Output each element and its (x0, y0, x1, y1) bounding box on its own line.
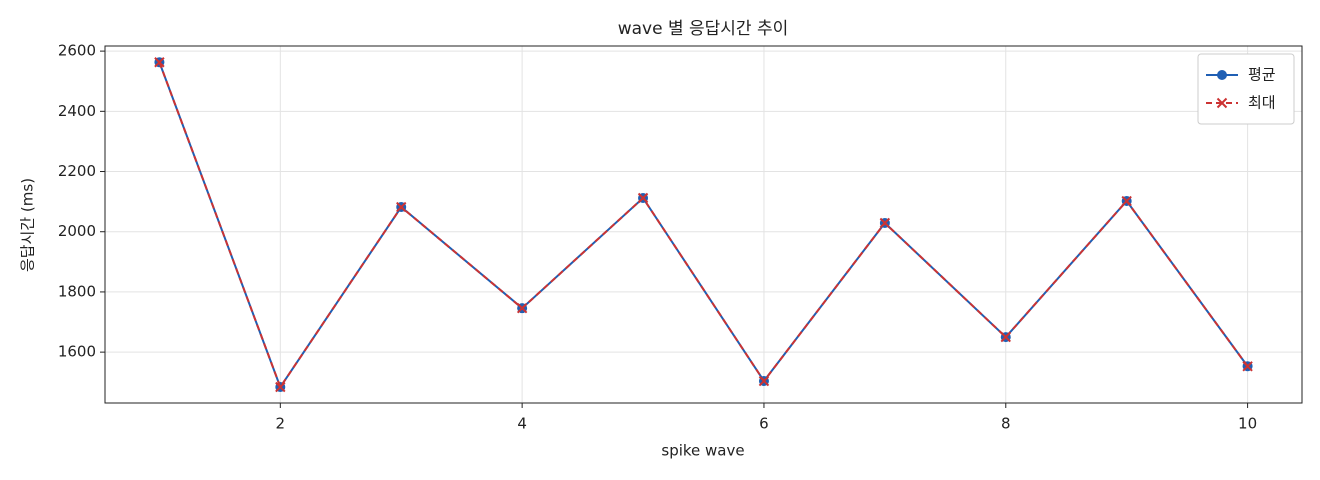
y-axis-label: 응답시간 (ms) (19, 178, 37, 272)
x-marker (396, 201, 407, 213)
x-marker (275, 381, 286, 393)
y-tick-label: 2600 (58, 42, 96, 60)
y-tick-label: 2400 (58, 102, 96, 120)
x-marker (879, 217, 891, 229)
x-tick-label: 8 (1001, 415, 1011, 433)
plot-frame (104, 45, 1303, 404)
x-tick-label: 6 (759, 415, 769, 433)
x-axis-label: spike wave (661, 442, 744, 460)
point (1217, 70, 1227, 80)
x-tick-label: 10 (1238, 415, 1257, 433)
x-tick-label: 2 (276, 415, 286, 433)
x-marker (637, 192, 649, 204)
legend-label: 평균 (1248, 66, 1276, 84)
x-marker (516, 302, 528, 314)
x-marker (758, 375, 770, 387)
x-marker (1000, 331, 1011, 343)
y-tick-label: 1800 (58, 282, 96, 300)
x-tick-label: 4 (517, 415, 527, 433)
x-marker (1216, 97, 1228, 109)
x-marker (1242, 361, 1253, 372)
y-tick-label: 1600 (58, 343, 96, 361)
chart-title: wave 별 응답시간 추이 (618, 19, 789, 39)
legend-label: 최대 (1248, 94, 1276, 112)
y-tick-label: 2200 (58, 162, 96, 180)
legend-box (1197, 53, 1295, 125)
y-tick-label: 2000 (58, 222, 96, 240)
x-marker (1121, 195, 1132, 207)
series-line (158, 61, 1249, 390)
x-marker (154, 57, 165, 68)
